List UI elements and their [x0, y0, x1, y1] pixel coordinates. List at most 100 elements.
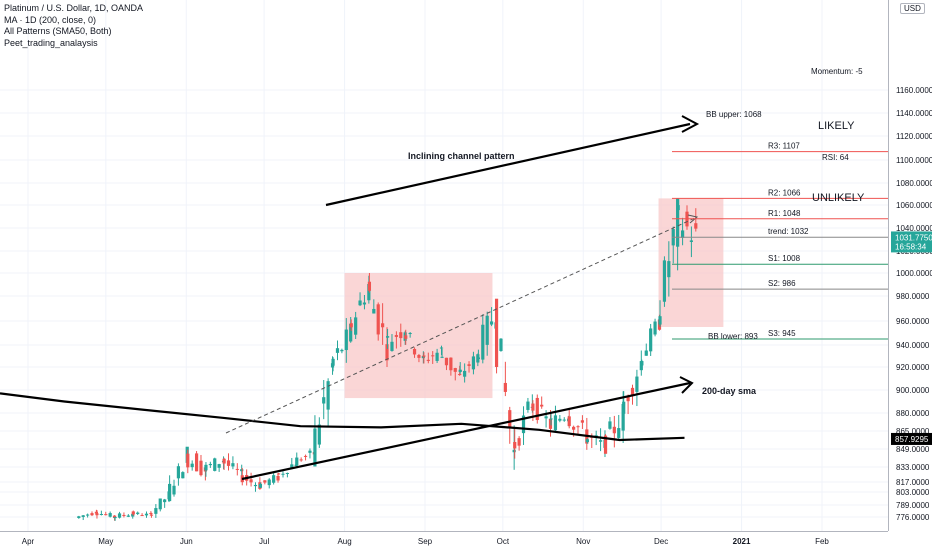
- candle-body: [540, 404, 544, 407]
- x-tick-label: May: [98, 537, 113, 546]
- candle-body: [326, 381, 330, 410]
- candle-body: [494, 298, 499, 367]
- unlikely-label: UNLIKELY: [812, 192, 865, 204]
- candle-body: [372, 308, 376, 314]
- candle-body: [476, 357, 480, 359]
- price-tag-label: 857.9295: [895, 435, 929, 444]
- candle-body: [303, 455, 308, 457]
- y-tick-label: 880.0000: [896, 409, 930, 418]
- y-tick-label: 789.0000: [896, 501, 930, 510]
- candle-body: [390, 341, 394, 351]
- y-tick-label: 1140.0000: [896, 109, 932, 118]
- candle-body: [431, 355, 435, 357]
- y-tick-label: 1040.0000: [896, 224, 932, 233]
- x-tick-label: 2021: [733, 537, 751, 546]
- bb-lower-label: BB lower: 893: [708, 332, 758, 341]
- candle-body: [667, 261, 671, 278]
- currency-button[interactable]: USD: [900, 3, 925, 14]
- level-label: S3: 945: [768, 329, 796, 338]
- candle-body: [90, 513, 94, 516]
- candle-body: [117, 513, 122, 518]
- candle-body: [512, 449, 516, 453]
- candle-body: [240, 469, 244, 472]
- candle-body: [108, 513, 112, 517]
- candle-body: [381, 323, 385, 328]
- candle-body: [640, 361, 644, 366]
- x-tick-label: Apr: [22, 537, 35, 546]
- y-tick-label: 920.0000: [896, 363, 930, 372]
- candle-body: [385, 336, 390, 338]
- candle-body: [471, 356, 476, 370]
- candle-body: [295, 457, 299, 466]
- candle-body: [535, 397, 539, 421]
- author-label: Peet_trading_analaysis: [4, 37, 98, 48]
- y-tick-label: 1160.0000: [896, 86, 932, 95]
- x-tick-label: Jun: [180, 537, 193, 546]
- candle-body: [349, 323, 353, 328]
- candle-body: [276, 475, 280, 481]
- indicator-patterns[interactable]: All Patterns (SMA50, Both): [4, 26, 112, 36]
- candle-body: [689, 240, 693, 242]
- candle-body: [376, 304, 380, 335]
- y-tick-label: 980.0000: [896, 292, 930, 301]
- y-tick-label: 803.0000: [896, 488, 930, 497]
- channel-upper-arrowhead: [681, 115, 700, 133]
- candles: [77, 198, 698, 521]
- candle-body: [86, 514, 90, 516]
- candle-body: [95, 513, 99, 516]
- candle-body: [131, 513, 135, 517]
- x-tick-label: Feb: [815, 537, 829, 546]
- candle-body: [548, 419, 553, 429]
- indicator-ma[interactable]: MA · 1D (200, close, 0): [4, 14, 97, 25]
- price-tag-label: 16:58:34: [895, 242, 927, 251]
- candle-body: [639, 361, 643, 371]
- candle-body: [176, 466, 181, 479]
- rsi-label: RSI: 64: [822, 153, 849, 162]
- candle-body: [598, 440, 603, 442]
- sma-label: 200-day sma: [702, 386, 757, 396]
- candle-body: [113, 517, 117, 519]
- candle-body: [112, 515, 117, 518]
- candle-body: [213, 458, 217, 471]
- sma200-line: [0, 392, 685, 442]
- candle-body: [485, 315, 489, 345]
- candle-body: [463, 370, 467, 377]
- candle-body: [526, 401, 530, 410]
- candle-body: [626, 396, 630, 402]
- candle-body: [299, 459, 303, 461]
- candle-body: [208, 463, 212, 466]
- candle-body: [558, 418, 562, 421]
- candle-body: [630, 387, 635, 395]
- candle-body: [149, 514, 154, 516]
- candle-body: [276, 473, 281, 475]
- candle-body: [199, 460, 203, 476]
- candle-body: [549, 418, 553, 420]
- bb-upper-label: BB upper: 1068: [706, 110, 762, 119]
- candle-body: [122, 514, 126, 516]
- candle-body: [458, 374, 462, 376]
- level-label: S2: 986: [768, 279, 796, 288]
- candle-body: [440, 356, 444, 358]
- candle-body: [186, 453, 190, 468]
- candle-body: [394, 335, 398, 337]
- candle-body: [426, 359, 430, 361]
- symbol-title[interactable]: Platinum / U.S. Dollar, 1D, OANDA: [4, 3, 144, 13]
- candle-body: [503, 382, 507, 392]
- candle-body: [417, 355, 421, 358]
- price-tag: [891, 240, 932, 253]
- candle-body: [235, 468, 239, 470]
- candle-body: [680, 230, 685, 238]
- dashed-trend-arrowhead: [687, 214, 699, 224]
- candle-body: [694, 223, 698, 229]
- level-label: S1: 1008: [768, 254, 801, 263]
- y-tick-label: 1120.0000: [896, 132, 932, 141]
- candle-body: [489, 321, 494, 325]
- candle-body: [421, 356, 425, 359]
- channel-upper-line: [325, 122, 691, 207]
- candle-body: [567, 416, 571, 427]
- candle-body: [181, 472, 185, 479]
- candle-body: [404, 335, 408, 339]
- candle-body: [513, 442, 517, 449]
- candle-body: [77, 516, 81, 518]
